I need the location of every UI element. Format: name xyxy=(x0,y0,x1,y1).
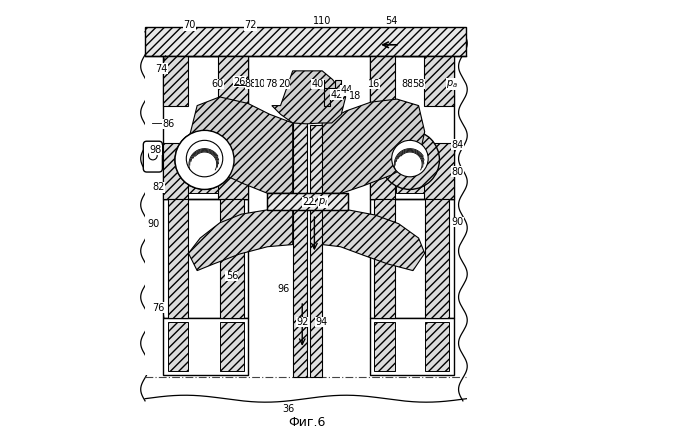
Text: 36: 36 xyxy=(282,404,295,414)
FancyBboxPatch shape xyxy=(144,141,162,172)
Circle shape xyxy=(380,130,440,189)
Text: 22: 22 xyxy=(302,197,315,207)
Text: 54: 54 xyxy=(385,16,398,26)
Bar xyxy=(374,322,395,371)
Text: 86: 86 xyxy=(162,119,174,129)
Polygon shape xyxy=(188,210,293,271)
Bar xyxy=(167,322,188,371)
Text: 60: 60 xyxy=(211,79,224,89)
Text: 98: 98 xyxy=(149,145,162,155)
Bar xyxy=(163,55,248,199)
Text: 40: 40 xyxy=(312,79,323,89)
Bar xyxy=(220,199,244,319)
Text: 96: 96 xyxy=(278,284,290,294)
Polygon shape xyxy=(188,97,293,193)
Text: 88: 88 xyxy=(245,79,257,89)
Bar xyxy=(163,199,248,319)
Text: $p_a$: $p_a$ xyxy=(446,78,458,90)
Text: 82: 82 xyxy=(152,182,164,192)
Polygon shape xyxy=(272,71,346,124)
Bar xyxy=(145,28,466,55)
Text: 88: 88 xyxy=(401,79,414,89)
Bar xyxy=(145,55,163,375)
Bar xyxy=(167,199,188,319)
Text: 72: 72 xyxy=(244,20,256,30)
Bar xyxy=(374,199,395,319)
Text: 10: 10 xyxy=(254,79,267,89)
Bar xyxy=(370,319,454,375)
Bar xyxy=(163,55,188,106)
Bar xyxy=(310,125,322,377)
Circle shape xyxy=(175,130,234,189)
Text: 80: 80 xyxy=(452,166,464,177)
Text: 44: 44 xyxy=(340,85,353,95)
Bar xyxy=(424,142,454,199)
Bar xyxy=(188,183,218,193)
Text: 42: 42 xyxy=(331,90,343,100)
Bar xyxy=(370,55,454,199)
Bar xyxy=(370,199,454,319)
Bar xyxy=(370,142,395,199)
Bar xyxy=(293,116,307,377)
Bar xyxy=(218,142,248,199)
Text: 58: 58 xyxy=(412,79,425,89)
Polygon shape xyxy=(324,80,342,106)
Text: 84: 84 xyxy=(452,140,464,150)
Text: 56: 56 xyxy=(225,271,238,281)
Text: 90: 90 xyxy=(452,217,464,227)
Bar xyxy=(395,183,423,193)
Bar xyxy=(218,55,248,106)
Bar xyxy=(267,193,348,210)
Circle shape xyxy=(186,140,223,177)
Circle shape xyxy=(392,140,428,177)
Text: 74: 74 xyxy=(155,64,167,74)
Bar xyxy=(220,322,244,371)
Text: 18: 18 xyxy=(349,90,361,101)
Polygon shape xyxy=(322,99,425,193)
Text: 92: 92 xyxy=(296,317,309,327)
Text: 76: 76 xyxy=(152,302,164,312)
Text: Фиг.6: Фиг.6 xyxy=(288,416,326,429)
Text: 26: 26 xyxy=(233,77,246,87)
Text: 70: 70 xyxy=(183,20,195,30)
Text: 94: 94 xyxy=(316,317,328,327)
Text: 110: 110 xyxy=(313,16,331,26)
Text: 78: 78 xyxy=(265,79,277,89)
Circle shape xyxy=(148,151,158,160)
Circle shape xyxy=(175,130,234,189)
Bar xyxy=(424,55,454,106)
Text: $p_i$: $p_i$ xyxy=(318,196,328,208)
Bar xyxy=(425,199,449,319)
Text: 90: 90 xyxy=(148,218,160,229)
Bar xyxy=(163,319,248,375)
Polygon shape xyxy=(322,210,425,271)
Bar xyxy=(370,55,395,106)
Text: 16: 16 xyxy=(368,79,380,89)
Bar xyxy=(267,193,348,210)
Bar xyxy=(425,322,449,371)
Text: 20: 20 xyxy=(278,79,290,89)
Bar xyxy=(163,142,188,199)
